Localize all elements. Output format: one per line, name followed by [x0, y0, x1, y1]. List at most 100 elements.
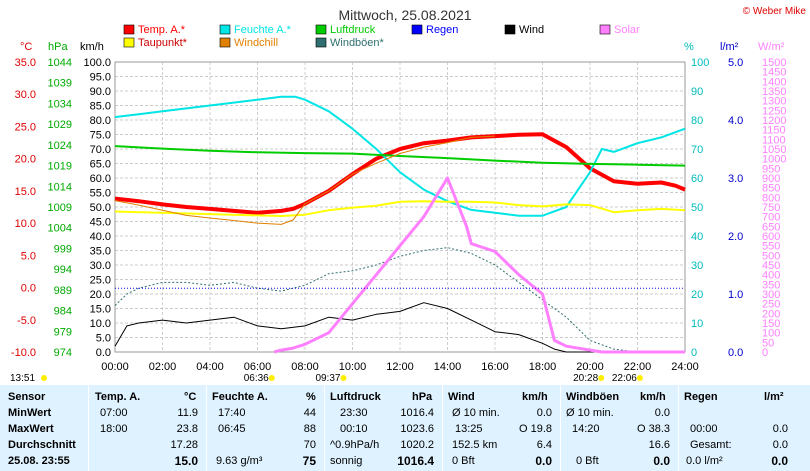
solar-axis-tick: 1100	[762, 134, 786, 146]
pressure-axis-tick: 1034	[48, 98, 72, 110]
series-windchill	[114, 135, 496, 225]
max-temp-value: 23.8	[176, 423, 198, 435]
min-pressure-value: 1016.4	[400, 407, 434, 419]
max-humidity-value: 88	[303, 423, 316, 435]
legend-label: Temp. A.*	[138, 24, 186, 36]
legend-swatch	[411, 24, 423, 35]
sun-mark-label: 13:51	[10, 373, 35, 384]
temp-axis-tick: -10.0	[11, 347, 36, 359]
solar-axis-tick: 300	[762, 289, 780, 301]
wind-axis-tick: 65.0	[90, 159, 111, 171]
pressure-axis-tick: 979	[54, 326, 72, 338]
pressure-axis-tick: 1014	[48, 181, 72, 193]
rain-axis-tick: 4.0	[728, 115, 743, 127]
temp-axis-tick: 10.0	[15, 218, 36, 230]
row-label: MinWert	[8, 407, 52, 419]
legend-swatch	[315, 24, 327, 35]
rain-unit: l/m²	[720, 41, 739, 53]
max-wind-time: 13:25	[455, 423, 483, 435]
wind-axis-tick: 5.0	[96, 333, 111, 345]
rain-axis-tick: 5.0	[728, 57, 743, 69]
solar-axis-tick: 900	[762, 173, 780, 185]
solar-axis-tick: 1000	[762, 154, 786, 166]
stats-table: Sensor Temp. A. °C Feuchte A. % Luftdruc…	[0, 385, 810, 471]
current-gust-value: 0.0	[653, 454, 670, 468]
solar-axis-tick: 800	[762, 192, 780, 204]
wind-axis-tick: 80.0	[90, 115, 111, 127]
hdr-druck: Luftdruck	[330, 391, 381, 403]
min-gust-value: 0.0	[654, 407, 670, 419]
row-label: MaxWert	[8, 423, 54, 435]
solar-axis-tick: 700	[762, 212, 780, 224]
temp-axis-tick: 15.0	[15, 186, 36, 198]
x-tick-label: 20:00	[576, 361, 604, 373]
legend-swatch	[504, 24, 516, 35]
solar-axis-tick: 1300	[762, 96, 786, 108]
pressure-axis-tick: 1009	[48, 202, 72, 214]
max-gust-time: 14:20	[572, 423, 600, 435]
copyright: © Weber Mike	[742, 6, 806, 17]
rain-axis-tick: 1.0	[728, 289, 743, 301]
wind-axis-tick: 10.0	[90, 318, 111, 330]
max-rain-value: 0.0	[772, 423, 788, 435]
humidity-axis-tick: 50	[691, 202, 703, 214]
solar-axis-tick: 950	[762, 163, 780, 175]
sun-mark-label: 06:36	[244, 373, 269, 384]
series-taupunkt	[114, 200, 686, 217]
wind-axis-tick: 55.0	[90, 188, 111, 200]
solar-axis-tick: 150	[762, 318, 780, 330]
min-humidity-time: 17:40	[218, 407, 246, 419]
x-tick-label: 00:00	[101, 361, 129, 373]
series-wind	[114, 302, 685, 353]
temp-axis-tick: -5.0	[17, 315, 36, 327]
wind-axis-tick: 40.0	[90, 231, 111, 243]
solar-unit: W/m²	[758, 41, 785, 53]
humidity-axis-tick: 0	[691, 347, 697, 359]
sun-mark-label: 09:37	[315, 373, 340, 384]
humidity-axis-tick: 10	[691, 318, 703, 330]
sun-mark-label: 22:06	[612, 373, 637, 384]
avg-humidity-value: 70	[303, 439, 316, 451]
pressure-axis-tick: 989	[54, 285, 72, 297]
wind-axis-tick: 100.0	[83, 57, 111, 69]
x-tick-label: 16:00	[481, 361, 509, 373]
avg-temp-value: 17.28	[170, 439, 198, 451]
temp-axis-tick: 5.0	[21, 250, 36, 262]
min-wind-value: 0.0	[536, 407, 552, 419]
legend-label: Luftdruck	[330, 24, 376, 36]
rain-total-label: Gesamt:	[690, 439, 732, 451]
wind-axis-tick: 15.0	[90, 304, 111, 316]
solar-axis-tick: 650	[762, 221, 780, 233]
hdr-feuchte-unit: %	[306, 391, 316, 403]
rain-today: 0.0 l/m²	[686, 455, 723, 467]
wind-unit: km/h	[80, 41, 104, 53]
sun-mark-icon	[268, 375, 275, 381]
avg-gust-value: 16.6	[648, 439, 670, 451]
pressure-axis-tick: 1044	[48, 57, 72, 69]
hdr-feuchte: Feuchte A.	[212, 391, 268, 403]
wind-distance: 152.5 km	[452, 439, 498, 451]
legend-label: Windböen*	[330, 37, 385, 49]
weather-chart: Mittwoch, 25.08.2021 Temp. A.* Feuchte A.*…	[10, 7, 786, 384]
solar-axis-tick: 500	[762, 250, 780, 262]
x-tick-label: 06:00	[244, 361, 272, 373]
x-tick-label: 02:00	[149, 361, 177, 373]
x-tick-label: 10:00	[339, 361, 367, 373]
wind-axis-tick: 85.0	[90, 101, 111, 113]
sun-mark-icon	[340, 375, 347, 381]
hdr-druck-unit: hPa	[412, 391, 433, 403]
avg-pressure-value: 1020.2	[400, 439, 434, 451]
solar-axis-tick: 1150	[762, 125, 786, 137]
wind-axis-tick: 25.0	[90, 275, 111, 287]
pressure-axis-tick: 974	[54, 347, 72, 359]
hdr-regen-unit: l/m²	[764, 391, 784, 403]
pressure-axis-tick: 1019	[48, 161, 72, 173]
hdr-boeen-unit: km/h	[640, 391, 666, 403]
humidity-axis-tick: 40	[691, 231, 703, 243]
temp-axis-tick: 20.0	[15, 154, 36, 166]
wind-axis-tick: 35.0	[90, 246, 111, 258]
humidity-axis-tick: 30	[691, 260, 703, 272]
max-pressure-value: 1023.6	[400, 423, 434, 435]
temp-axis-tick: 25.0	[15, 121, 36, 133]
rain-total-value: 0.0	[772, 439, 788, 451]
